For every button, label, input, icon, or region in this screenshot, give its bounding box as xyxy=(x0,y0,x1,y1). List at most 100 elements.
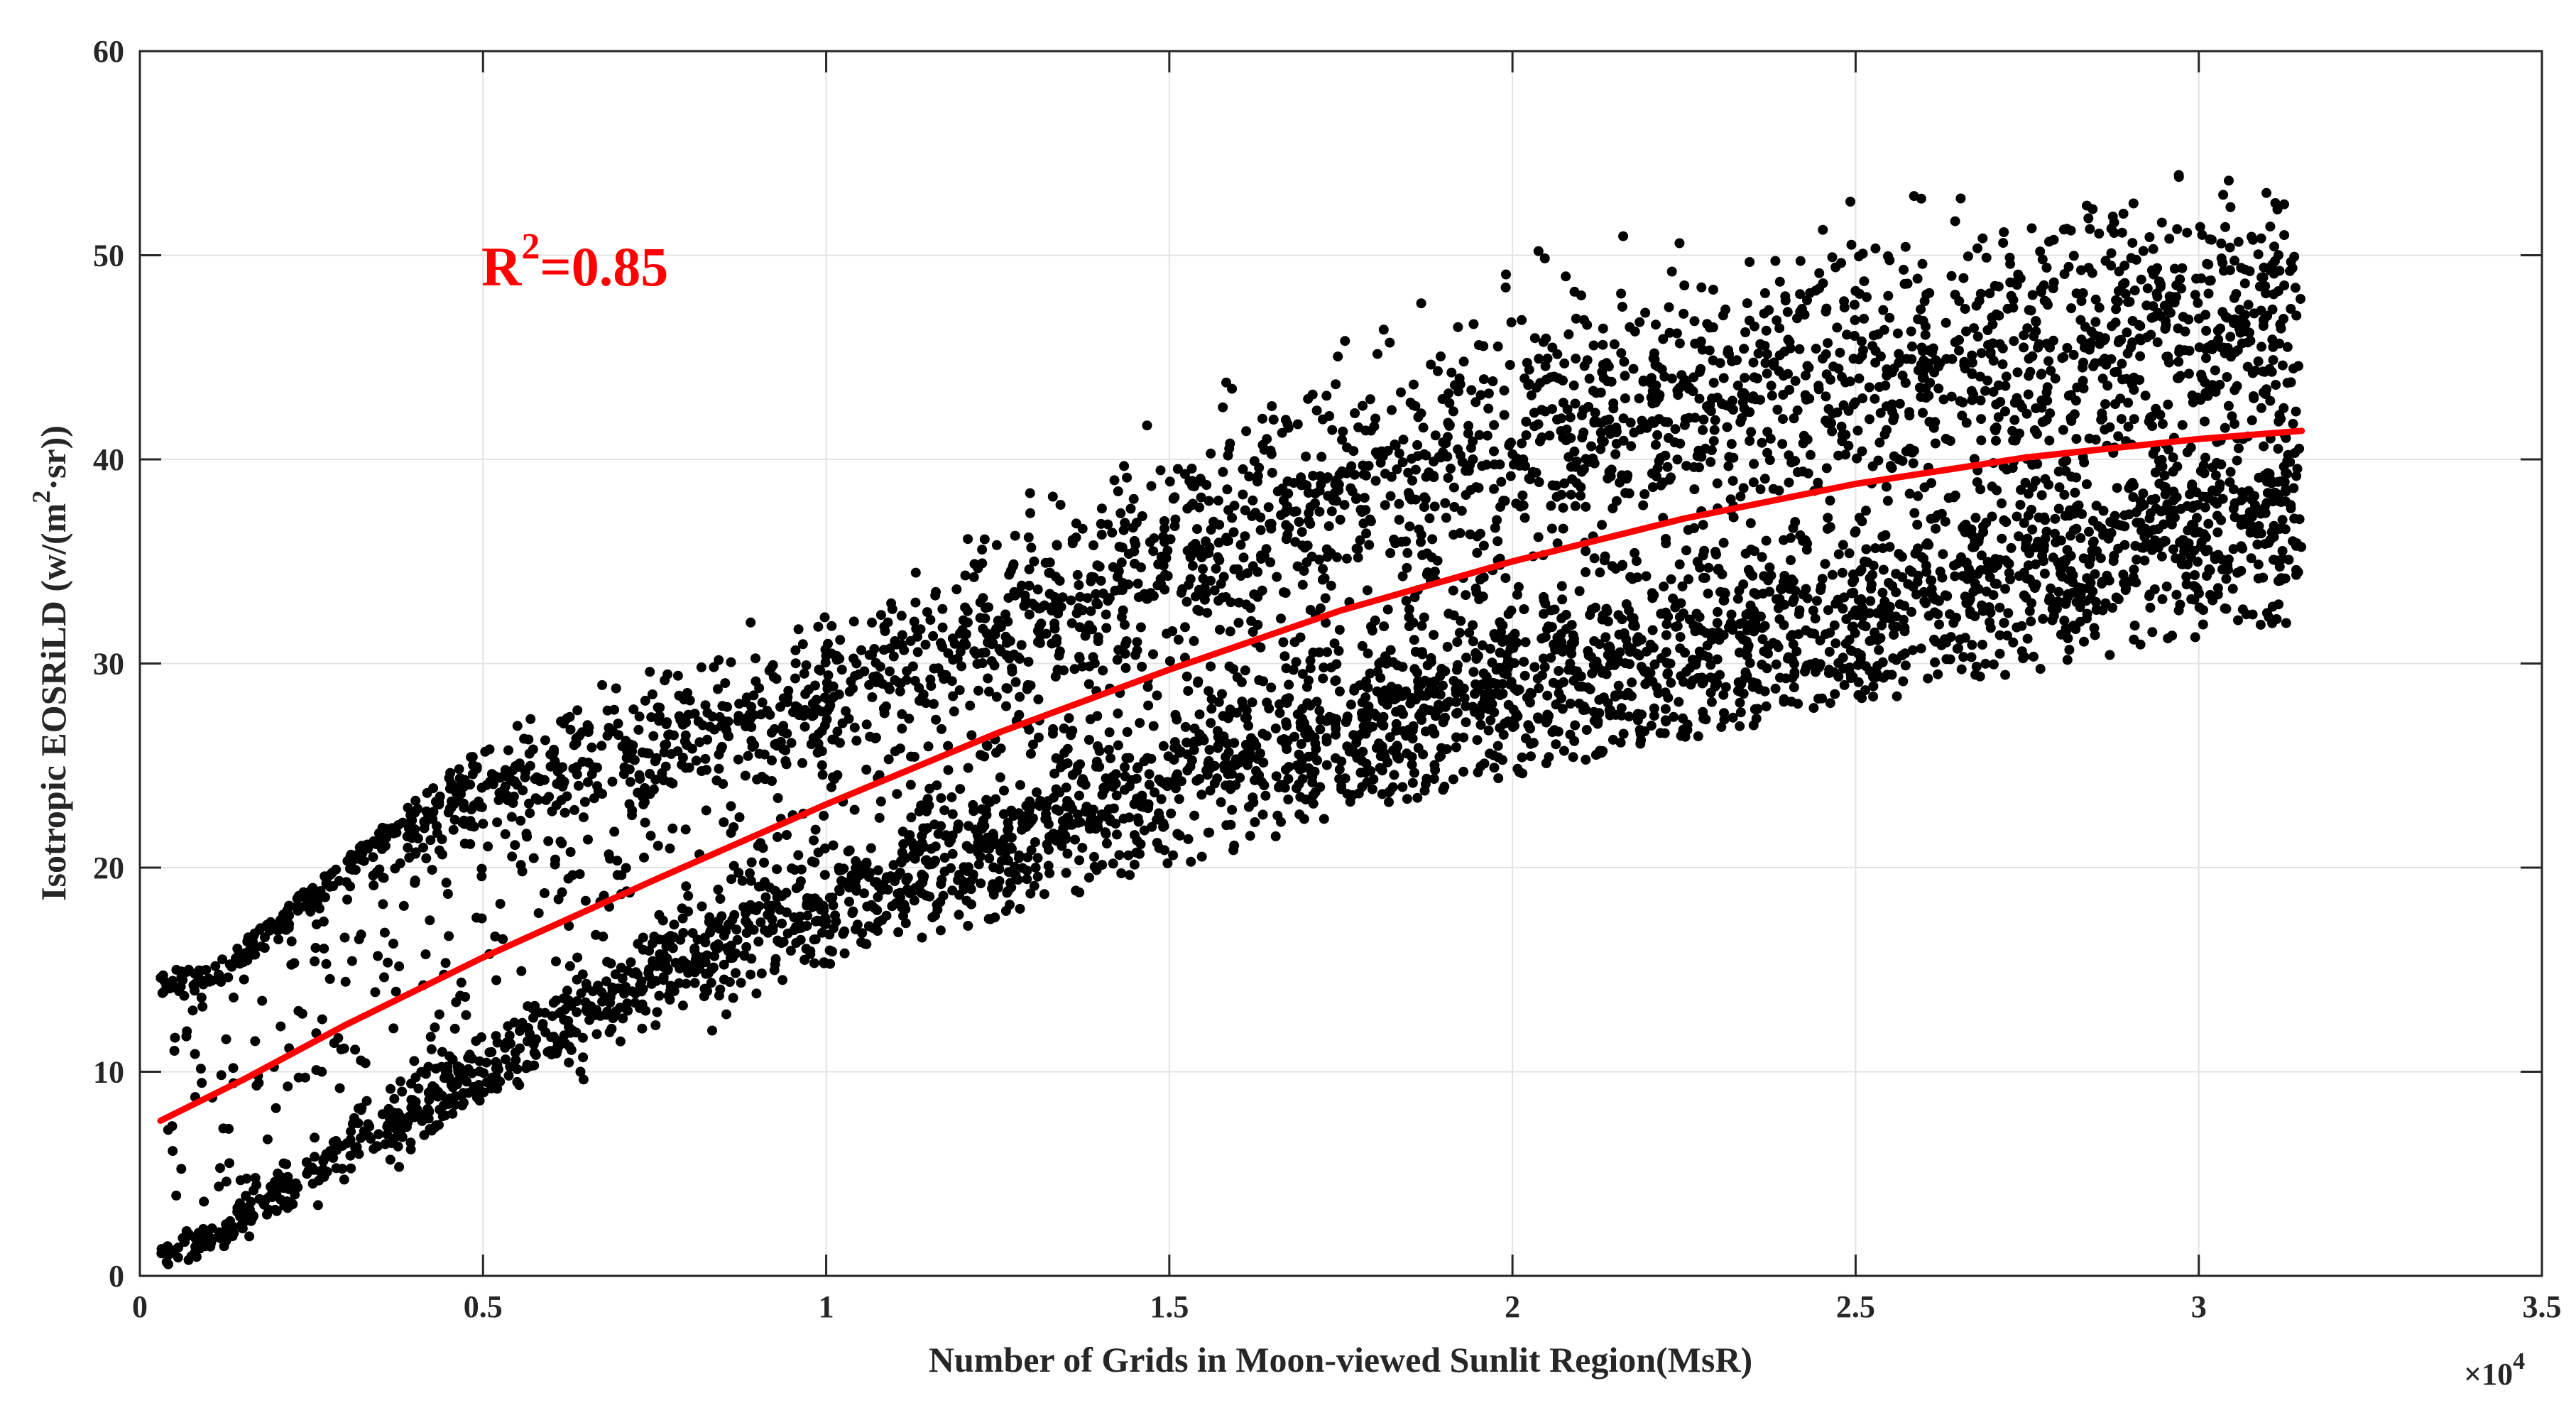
scatter-point xyxy=(1615,737,1626,748)
scatter-point xyxy=(1565,699,1576,709)
scatter-point xyxy=(781,759,792,770)
scatter-point xyxy=(1499,410,1510,420)
scatter-point xyxy=(1397,537,1407,547)
scatter-point xyxy=(634,711,645,722)
scatter-point xyxy=(1800,666,1810,677)
scatter-point xyxy=(898,839,909,849)
scatter-point xyxy=(1432,555,1443,566)
scatter-point xyxy=(1440,498,1451,508)
scatter-point xyxy=(412,1104,422,1115)
scatter-point xyxy=(1137,662,1147,672)
scatter-point xyxy=(1321,733,1332,743)
scatter-point xyxy=(1708,355,1718,366)
scatter-point xyxy=(1672,621,1683,631)
scatter-point xyxy=(2141,538,2151,549)
scatter-point xyxy=(1116,612,1127,623)
scatter-point xyxy=(223,972,234,983)
scatter-point xyxy=(1919,596,1930,606)
scatter-point xyxy=(1191,775,1202,786)
scatter-point xyxy=(853,669,864,679)
scatter-point xyxy=(851,736,862,746)
scatter-point xyxy=(937,723,946,734)
scatter-point xyxy=(1351,493,1362,503)
scatter-point xyxy=(1857,446,1867,457)
scatter-point xyxy=(1032,787,1042,797)
scatter-point xyxy=(2244,507,2255,518)
scatter-point xyxy=(1578,705,1589,715)
scatter-point xyxy=(2279,199,2289,209)
scatter-point xyxy=(1033,732,1044,743)
scatter-point xyxy=(1199,582,1210,593)
scatter-point xyxy=(342,895,352,905)
scatter-point xyxy=(1074,855,1084,865)
scatter-point xyxy=(1611,496,1622,506)
scatter-point xyxy=(2201,325,2212,336)
scatter-point xyxy=(1774,323,1785,334)
scatter-point xyxy=(1189,635,1199,646)
scatter-point xyxy=(1980,386,1990,396)
scatter-point xyxy=(869,902,880,913)
scatter-point xyxy=(1899,626,1910,637)
scatter-point xyxy=(1529,408,1539,418)
scatter-point xyxy=(1112,572,1123,582)
scatter-point xyxy=(1875,408,1886,418)
scatter-point xyxy=(1761,701,1772,711)
scatter-point xyxy=(1148,546,1159,557)
scatter-point xyxy=(466,1054,477,1064)
scatter-point xyxy=(2131,254,2141,265)
scatter-point xyxy=(503,1071,514,1081)
scatter-point xyxy=(528,744,538,755)
scatter-point xyxy=(1879,596,1890,607)
scatter-point xyxy=(1142,420,1152,431)
scatter-point xyxy=(1595,387,1606,398)
scatter-point xyxy=(2169,263,2180,274)
scatter-point xyxy=(1930,657,1941,667)
scatter-point xyxy=(1082,593,1093,604)
scatter-point xyxy=(423,1113,434,1124)
scatter-point xyxy=(1350,408,1360,418)
scatter-point xyxy=(1742,670,1752,681)
scatter-point xyxy=(1718,689,1729,700)
scatter-point xyxy=(1267,467,1277,478)
scatter-point xyxy=(1963,251,1973,262)
scatter-point xyxy=(1735,697,1745,708)
scatter-point xyxy=(1762,447,1772,458)
scatter-point xyxy=(2145,602,2156,613)
scatter-point xyxy=(793,850,804,861)
scatter-point xyxy=(2132,555,2142,565)
scatter-point xyxy=(789,925,799,936)
scatter-point xyxy=(775,701,785,712)
scatter-point xyxy=(1180,721,1191,732)
scatter-point xyxy=(728,993,738,1003)
scatter-point xyxy=(607,776,618,787)
scatter-point xyxy=(1694,393,1705,404)
scatter-point xyxy=(1904,488,1915,499)
scatter-point xyxy=(1008,561,1018,572)
scatter-point xyxy=(922,607,932,618)
scatter-point xyxy=(2171,589,2182,600)
scatter-point xyxy=(426,1044,437,1054)
scatter-point xyxy=(2223,400,2234,411)
scatter-point xyxy=(1649,659,1660,670)
scatter-point xyxy=(2002,557,2013,568)
scatter-point xyxy=(1838,540,1848,550)
scatter-point xyxy=(565,847,576,857)
scatter-point xyxy=(1299,814,1309,824)
scatter-point xyxy=(1214,555,1225,565)
scatter-point xyxy=(2041,263,2052,273)
scatter-point xyxy=(1321,760,1332,770)
scatter-point xyxy=(2269,268,2279,279)
scatter-point xyxy=(1593,719,1603,729)
scatter-point xyxy=(1372,449,1383,460)
scatter-point xyxy=(781,888,792,898)
scatter-point xyxy=(810,824,821,835)
scatter-point xyxy=(1938,549,1948,559)
scatter-point xyxy=(1241,705,1252,716)
scatter-point xyxy=(2014,531,2024,542)
scatter-point xyxy=(1488,677,1499,688)
scatter-point xyxy=(2281,432,2291,443)
scatter-point xyxy=(2144,232,2155,242)
scatter-point xyxy=(1603,616,1613,627)
scatter-point xyxy=(1297,579,1308,590)
scatter-point xyxy=(1647,482,1658,493)
